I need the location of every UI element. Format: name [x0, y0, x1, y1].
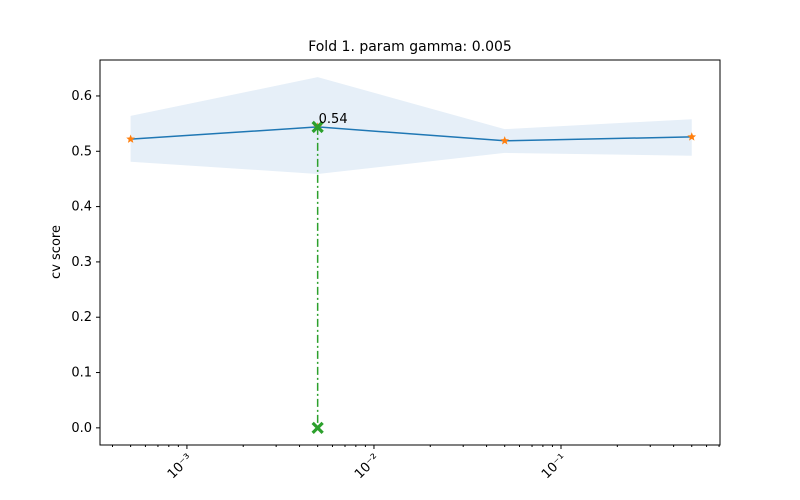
score-line [130, 126, 692, 142]
y-tick-label: 0.6 [71, 89, 92, 104]
y-tick-label: 0.3 [71, 255, 92, 270]
y-axis-label: cv score [49, 225, 64, 279]
chart-title: Fold 1. param gamma: 0.005 [308, 39, 512, 55]
score-marker [500, 136, 510, 145]
score-marker [126, 134, 135, 143]
score-marker [687, 132, 697, 141]
y-tick-label: 0.5 [71, 144, 92, 159]
confidence-band [130, 77, 692, 174]
best-marker [311, 120, 324, 134]
best-annotation: 0.54 [319, 112, 348, 127]
plot-frame [99, 59, 721, 446]
y-tick-label: 0.0 [71, 421, 92, 436]
baseline-marker [311, 421, 324, 434]
y-tick-label: 0.4 [71, 200, 92, 215]
y-tick-label: 0.2 [71, 310, 92, 325]
y-tick-label: 0.1 [71, 366, 92, 381]
